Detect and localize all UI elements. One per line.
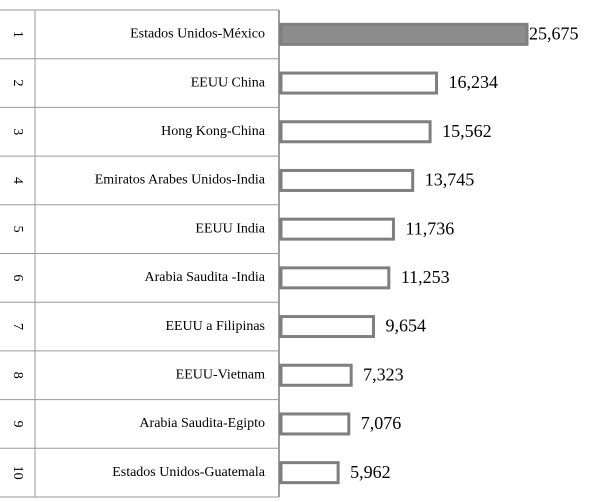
category-label: Estados Unidos-México xyxy=(130,27,265,42)
value-label: 16,234 xyxy=(449,72,499,92)
category-label: EEUU a Filipinas xyxy=(165,319,265,334)
value-label: 15,562 xyxy=(442,121,492,141)
bar xyxy=(279,217,395,241)
rank-label: 9 xyxy=(10,420,25,427)
value-label: 7,076 xyxy=(361,413,402,433)
value-label: 13,745 xyxy=(425,170,475,190)
bar xyxy=(279,266,391,290)
bar xyxy=(279,412,351,436)
rank-label: 6 xyxy=(10,274,25,281)
bar xyxy=(279,22,529,46)
bar xyxy=(279,168,415,192)
rank-label: 7 xyxy=(10,323,25,330)
rank-label: 8 xyxy=(10,372,25,379)
bar xyxy=(279,363,353,387)
category-label: Arabia Saudita-Egipto xyxy=(139,416,265,431)
bar xyxy=(279,120,432,144)
value-label: 7,323 xyxy=(363,364,404,384)
value-label: 25,675 xyxy=(529,23,579,43)
rank-label: 1 xyxy=(10,31,25,38)
bar xyxy=(279,71,439,95)
category-label: Hong Kong-China xyxy=(161,124,266,139)
rank-label: 4 xyxy=(10,177,25,184)
rank-label: 3 xyxy=(10,128,25,135)
bar xyxy=(279,315,375,339)
category-label: EEUU China xyxy=(191,75,266,90)
bar xyxy=(279,461,340,485)
category-label: Estados Unidos-Guatemala xyxy=(112,465,266,480)
rank-label: 2 xyxy=(10,80,25,87)
value-label: 11,736 xyxy=(405,218,454,238)
rank-label: 5 xyxy=(10,226,25,233)
category-label: EEUU India xyxy=(195,221,265,236)
value-label: 5,962 xyxy=(350,462,391,482)
value-label: 11,253 xyxy=(401,267,450,287)
value-label: 9,654 xyxy=(385,316,426,336)
category-label: Emiratos Arabes Unidos-India xyxy=(95,173,266,188)
category-label: EEUU-Vietnam xyxy=(176,367,265,382)
rank-label: 10 xyxy=(10,466,25,480)
category-label: Arabia Saudita -India xyxy=(144,270,265,285)
